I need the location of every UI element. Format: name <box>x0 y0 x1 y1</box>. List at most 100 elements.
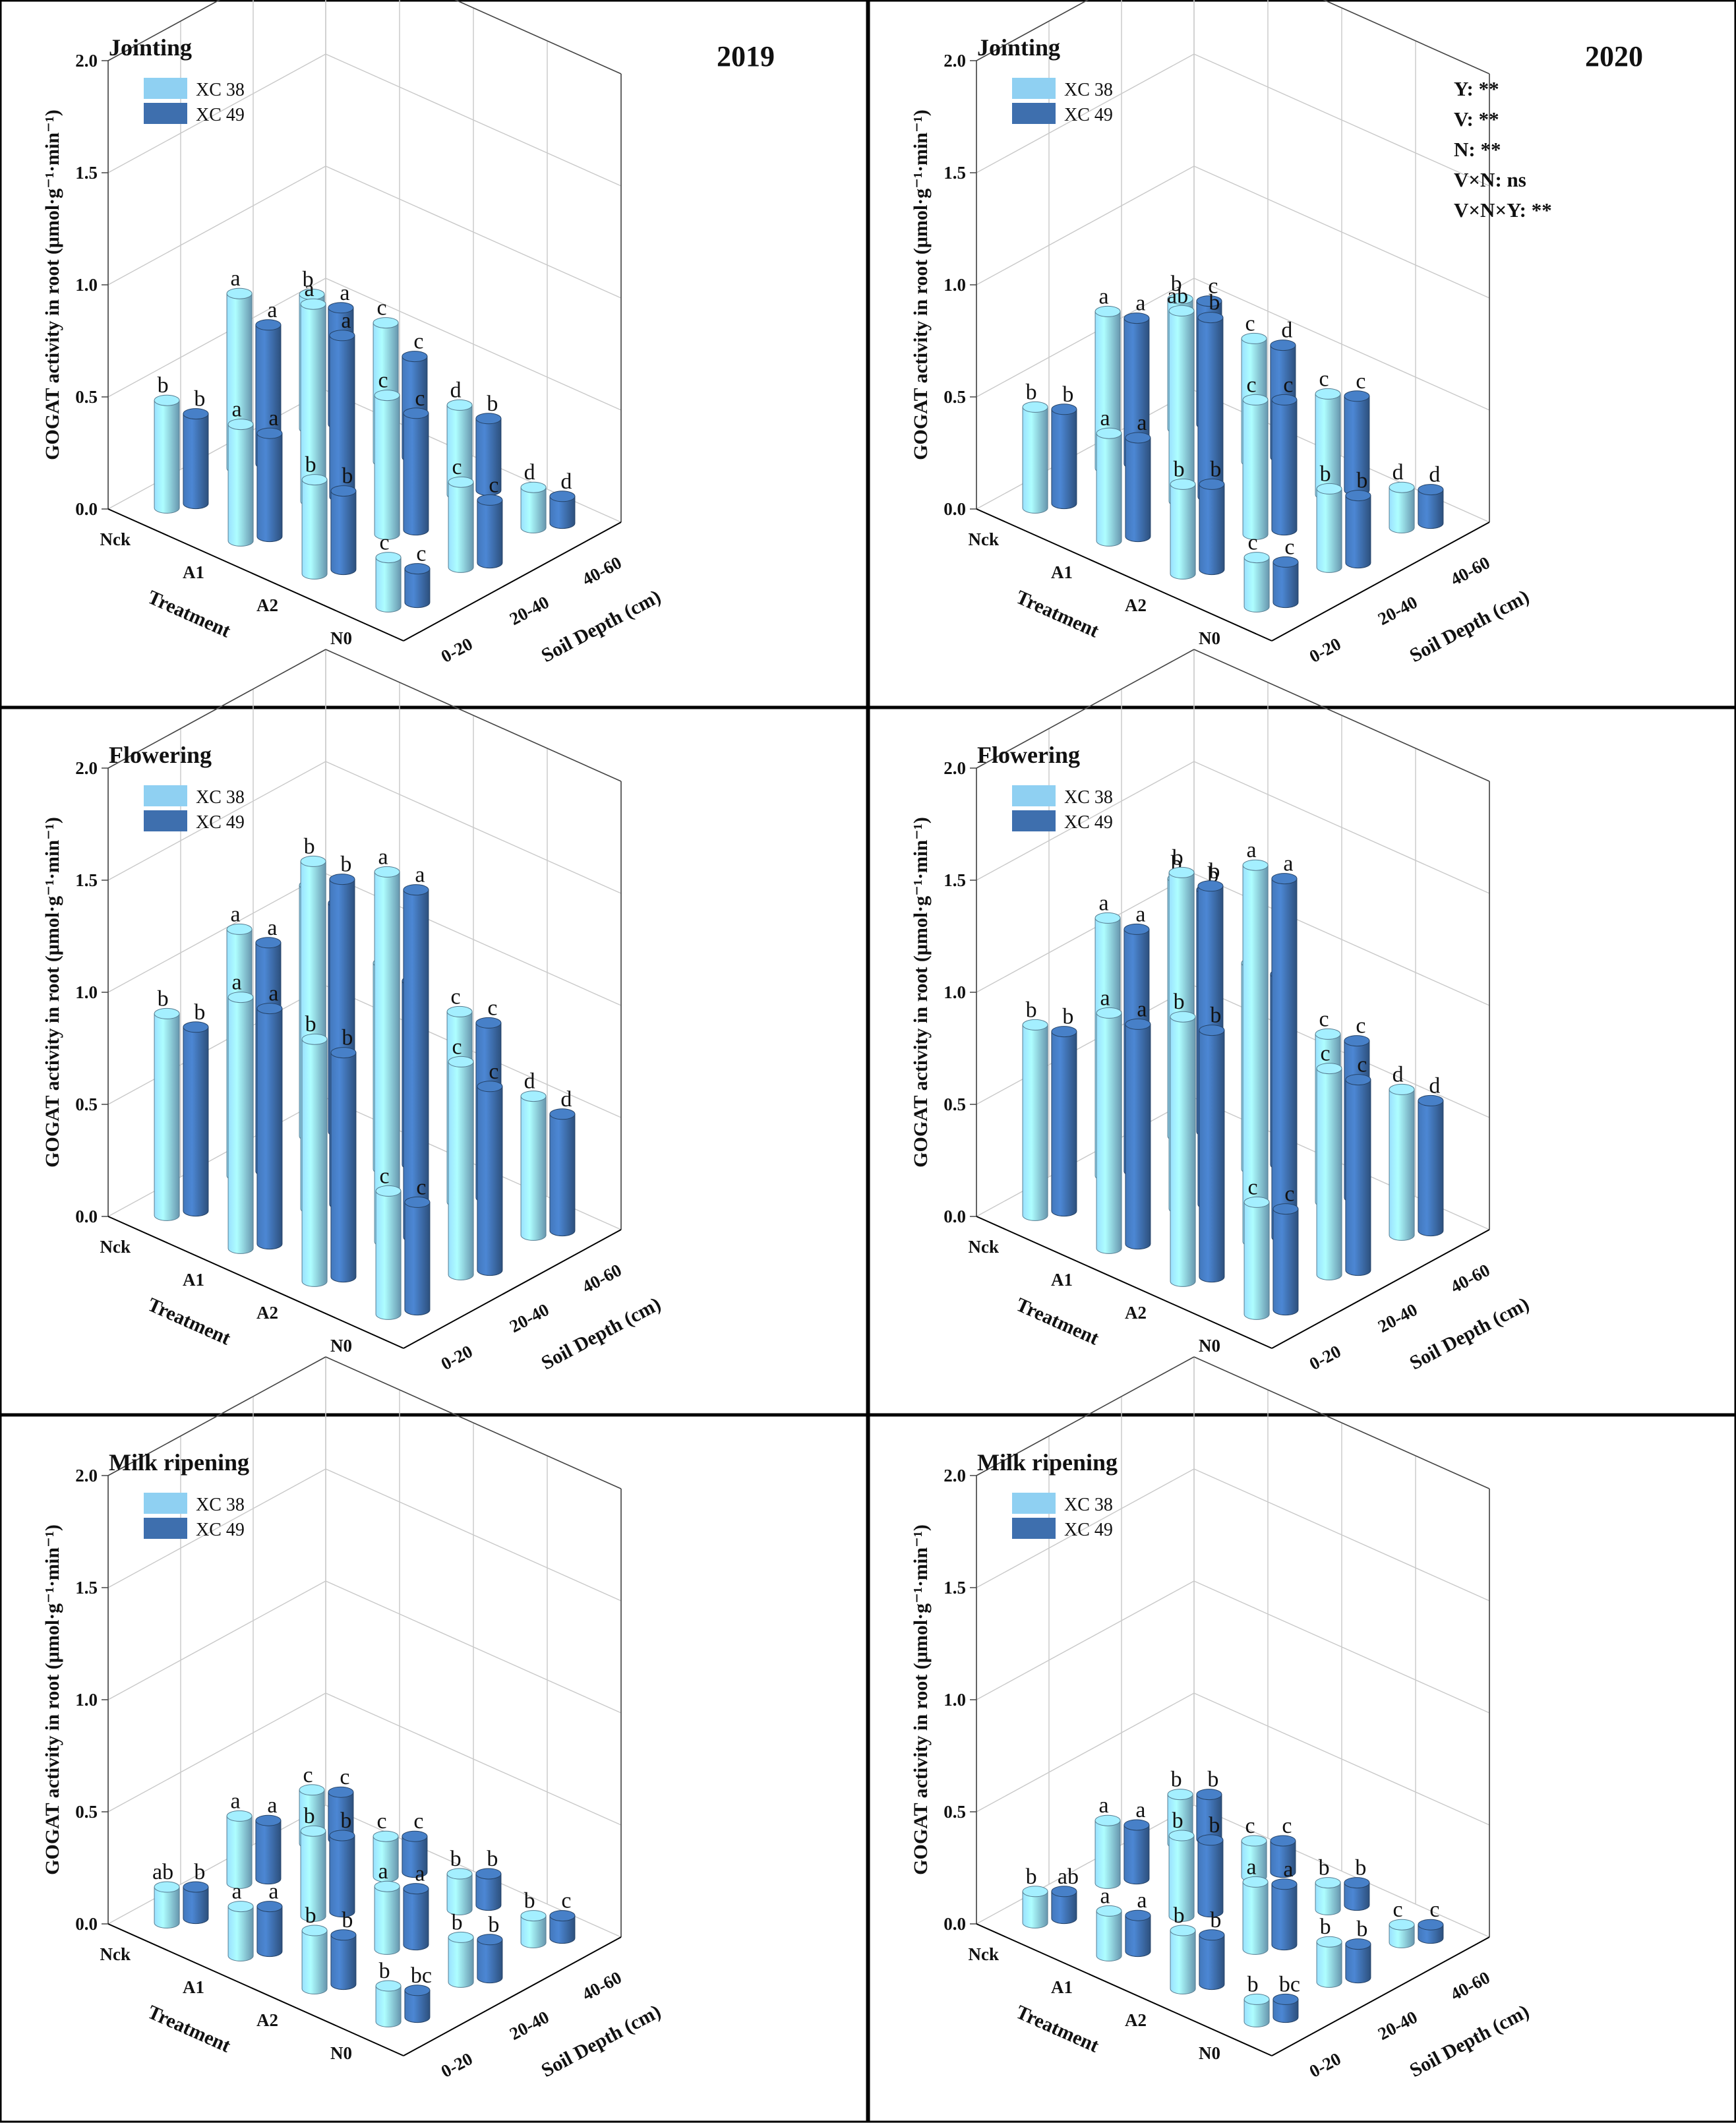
bar-xc49-a2-0-20 <box>1199 1929 1225 1990</box>
panel-border <box>0 0 868 708</box>
bars: c ca aab bc cb ba ab ba ab bb cb bb bc <box>152 1763 576 2027</box>
significance-letter: a <box>231 1789 241 1813</box>
bar-xc49-n0-0-20 <box>1272 1203 1299 1316</box>
treatment-tick-label: A1 <box>1051 1270 1073 1290</box>
significance-letter: b <box>1172 845 1183 870</box>
y-tick-label: 2.0 <box>943 1466 966 1485</box>
significance-letter: c <box>1429 1898 1439 1922</box>
significance-letter: c <box>380 1164 390 1188</box>
significance-letter: b <box>1174 990 1185 1014</box>
bar-xc49-a1-0-20 <box>1125 1018 1151 1250</box>
significance-letter: c <box>378 369 388 393</box>
y-tick-label: 1.0 <box>75 982 98 1002</box>
significance-letter: b <box>524 1889 535 1913</box>
significance-letter: ab <box>1058 1865 1079 1889</box>
significance-letter: bc <box>411 1963 432 1988</box>
chart-panel-middle-left: 0.0 0.5 1.0 1.5 2.0 GOGAT activity in root (μ… <box>0 649 868 1416</box>
bar-xc49-n0-20-40 <box>477 1934 503 1984</box>
significance-letter: a <box>1099 1793 1109 1818</box>
significance-letter: b <box>158 986 169 1011</box>
bar-xc38-n0-0-20 <box>375 552 402 613</box>
bar-xc49-n0-0-20 <box>404 563 431 609</box>
bar-xc38-a2-20-40 <box>1242 394 1269 540</box>
significance-letter: c <box>487 996 497 1020</box>
treatment-tick-label: A2 <box>256 1303 278 1323</box>
panel-border <box>868 1414 1736 2123</box>
significance-letter: a <box>1247 838 1257 862</box>
significance-letter: a <box>1099 891 1109 915</box>
top-edge-right <box>1323 0 1490 75</box>
top-edge-left <box>107 0 221 61</box>
legend-swatch-xc38 <box>144 785 187 806</box>
y-tick-label: 2.0 <box>75 1466 98 1485</box>
significance-letter: c <box>1247 373 1257 397</box>
y-tick-label: 1.5 <box>75 870 98 890</box>
significance-letter: a <box>1100 1884 1110 1908</box>
bar-xc49-a1-20-40 <box>1197 312 1224 503</box>
top-edge-right <box>454 0 622 75</box>
bar-xc38-a1-0-20 <box>227 992 254 1254</box>
significance-letter: b <box>305 1903 316 1928</box>
significance-letter: d <box>524 460 535 485</box>
top-edge-right <box>325 649 622 782</box>
significance-letter: a <box>378 845 388 869</box>
significance-letter: a <box>267 298 277 322</box>
stage-title: Jointing <box>977 34 1060 61</box>
bar-xc38-n0-20-40 <box>1316 1063 1342 1280</box>
legend-label: XC 49 <box>196 105 245 125</box>
significance-letter: a <box>231 902 241 926</box>
top-edge-right <box>1193 1356 1490 1489</box>
significance-letter: c <box>340 1765 349 1789</box>
y-tick-label: 2.0 <box>75 758 98 778</box>
bar-xc49-a1-20-40 <box>1197 1834 1224 1918</box>
top-edge-left <box>976 0 1089 61</box>
significance-letter: b <box>305 1012 316 1036</box>
y-tick-label: 0.0 <box>75 1207 98 1226</box>
significance-letter: c <box>380 531 390 555</box>
significance-letter: b <box>304 834 315 858</box>
treatment-tick-label: A1 <box>1051 562 1073 582</box>
significance-letter: c <box>561 1889 571 1913</box>
significance-letter: b <box>379 1959 390 1983</box>
legend-swatch-xc49 <box>1012 103 1056 124</box>
bar-xc38-a2-20-40 <box>1242 1876 1269 1955</box>
top-edge-left <box>976 1356 1195 1476</box>
bar-xc49-n0-0-20 <box>1272 556 1299 609</box>
stat-annotation: Y: ** <box>1454 77 1499 100</box>
y-tick-label: 2.0 <box>943 758 966 778</box>
y-tick-label: 0.5 <box>75 1802 98 1822</box>
legend-label: XC 38 <box>1064 787 1113 808</box>
significance-letter: a <box>1283 1857 1293 1882</box>
significance-letter: a <box>267 916 277 940</box>
significance-letter: d <box>1281 318 1292 343</box>
treatment-tick-label: Nck <box>969 1944 1000 1964</box>
significance-letter: a <box>1247 1855 1257 1879</box>
y-tick-label: 0.5 <box>943 1094 966 1114</box>
significance-letter: c <box>416 542 426 566</box>
bar-xc49-nck-0-20 <box>183 1021 209 1217</box>
significance-letter: a <box>1135 291 1145 316</box>
significance-letter: b <box>1210 1003 1221 1028</box>
legend-label: XC 38 <box>1064 1495 1113 1515</box>
significance-letter: a <box>268 982 278 1006</box>
treatment-axis-line <box>976 1216 1272 1349</box>
bar-xc49-a2-0-20 <box>330 1929 357 1990</box>
bar-xc38-n0-20-40 <box>448 476 474 573</box>
depth-axis-line <box>403 1936 622 2056</box>
significance-letter: b <box>1320 462 1331 486</box>
year-label: 2020 <box>1585 40 1643 73</box>
significance-letter: b <box>340 1809 351 1833</box>
bar-xc38-n0-20-40 <box>1316 483 1342 573</box>
y-tick-label: 0.0 <box>75 499 98 519</box>
significance-letter: b <box>1062 1005 1073 1029</box>
significance-letter: c <box>1245 311 1255 336</box>
bar-xc38-a2-0-20 <box>1170 1011 1196 1287</box>
significance-letter: c <box>1208 274 1218 299</box>
bar-xc38-nck-0-20 <box>154 394 180 514</box>
significance-letter: b <box>1356 469 1367 493</box>
significance-letter: b <box>342 1908 353 1932</box>
legend-swatch-xc38 <box>1012 785 1056 806</box>
bar-xc49-a1-40-60 <box>1270 1835 1296 1878</box>
bar-xc38-nck-20-40 <box>226 1810 253 1889</box>
significance-letter: d <box>560 1087 572 1112</box>
